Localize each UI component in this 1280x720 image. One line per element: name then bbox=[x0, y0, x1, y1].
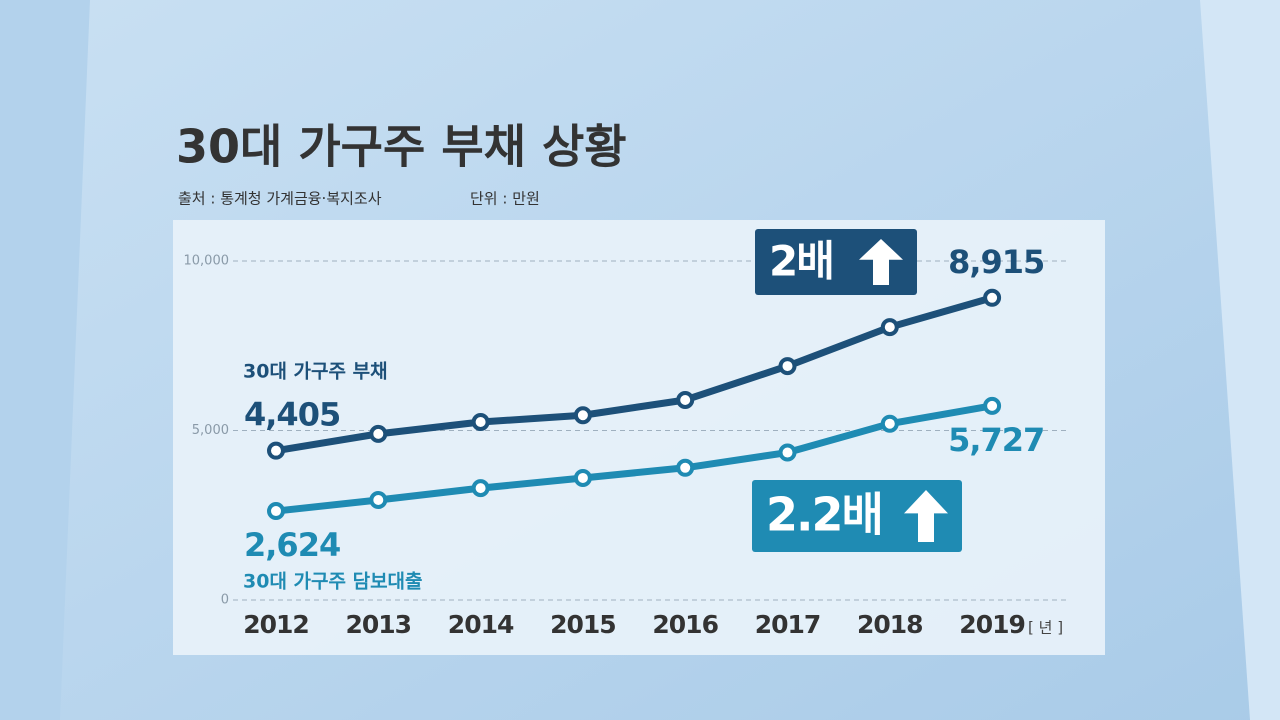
x-tick-label: 2018 bbox=[857, 610, 923, 639]
unit: 단위 : 만원 bbox=[470, 190, 540, 208]
data-point bbox=[471, 479, 490, 498]
data-point bbox=[983, 396, 1002, 415]
arrow-icon bbox=[904, 490, 948, 542]
data-label: 4,405 bbox=[244, 396, 340, 434]
data-point bbox=[880, 414, 899, 433]
data-point bbox=[983, 288, 1002, 307]
data-point bbox=[267, 441, 285, 460]
data-label: 2,624 bbox=[244, 526, 340, 564]
chart-title: 30대 가구주 부채 상황 bbox=[176, 120, 627, 174]
data-point bbox=[471, 413, 490, 432]
x-tick-label: 2013 bbox=[346, 610, 412, 639]
bg-panel bbox=[0, 0, 90, 720]
annotation-text: 2배 bbox=[769, 237, 833, 286]
annotation: 2.2배 bbox=[752, 480, 962, 552]
legend-label: 30대 가구주 부채 bbox=[243, 361, 388, 383]
source: 출처 : 통계청 가계금융·복지조사 bbox=[178, 190, 382, 208]
series-line bbox=[275, 294, 994, 455]
plot-panel bbox=[173, 220, 1105, 655]
annotation-text: 2.2배 bbox=[766, 488, 882, 542]
x-tick-label: 2016 bbox=[652, 610, 718, 639]
data-point bbox=[778, 443, 797, 462]
x-tick-label: 2015 bbox=[550, 610, 616, 639]
arrow-icon bbox=[859, 239, 903, 285]
data-point bbox=[778, 357, 797, 376]
data-point bbox=[676, 458, 695, 477]
y-tick-label: 0 bbox=[221, 593, 229, 608]
x-axis-label: [ 년 ] bbox=[1028, 619, 1063, 637]
bg-panel bbox=[1200, 0, 1280, 720]
series-line bbox=[275, 402, 993, 515]
data-label: 8,915 bbox=[948, 243, 1044, 281]
y-tick-label: 5,000 bbox=[192, 423, 229, 438]
data-point bbox=[676, 390, 695, 409]
data-label: 5,727 bbox=[948, 421, 1044, 459]
data-point bbox=[369, 490, 388, 509]
x-tick-label: 2017 bbox=[755, 610, 821, 639]
x-tick-label: 2012 bbox=[243, 610, 309, 639]
annotation-box bbox=[752, 480, 962, 552]
data-point bbox=[573, 406, 592, 425]
x-tick-label: 2019 bbox=[959, 610, 1025, 639]
x-tick-label: 2014 bbox=[448, 610, 514, 639]
data-point bbox=[880, 318, 899, 337]
legend-label: 30대 가구주 담보대출 bbox=[243, 571, 423, 593]
annotation: 2배 bbox=[755, 229, 917, 295]
data-point bbox=[267, 502, 285, 521]
y-tick-label: 10,000 bbox=[184, 254, 230, 269]
data-point bbox=[573, 468, 592, 487]
data-point bbox=[369, 424, 388, 443]
